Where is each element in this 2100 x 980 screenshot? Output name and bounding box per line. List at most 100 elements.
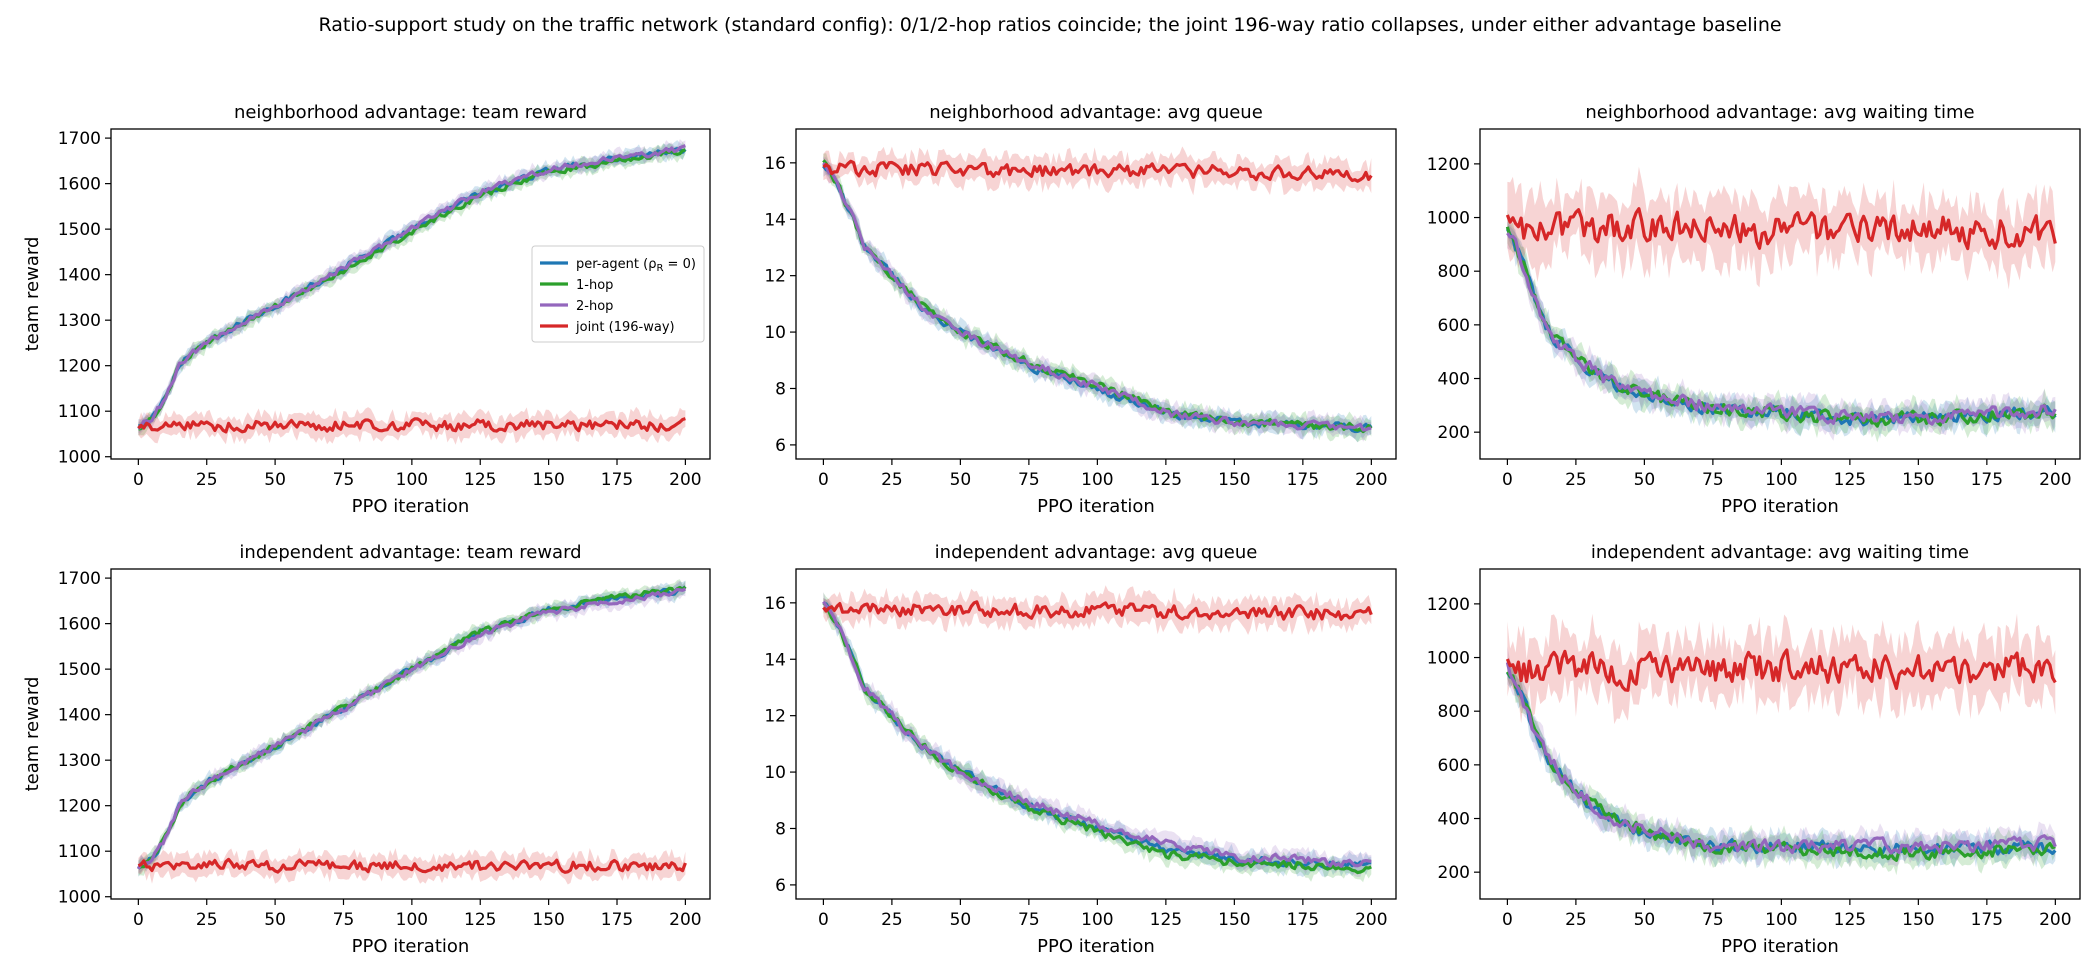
x-tick-label: 50: [1634, 470, 1656, 490]
axes-frame: [110, 568, 711, 900]
y-tick-label: 1000: [1427, 209, 1470, 229]
plot-area: [822, 585, 1373, 883]
x-tick-label: 150: [532, 470, 564, 490]
x-tick-label: 150: [1218, 910, 1250, 930]
y-tick-label: 1700: [58, 569, 101, 589]
subplot-title: neighborhood advantage: avg queue: [929, 102, 1263, 123]
y-tick-label: 1200: [58, 797, 101, 817]
subplot-1: 0 25 50 75 100 125 150 175 200 1000 1100 1200 1300 14…: [22, 102, 711, 517]
x-tick-label: 100: [1081, 910, 1113, 930]
y-tick-label: 1200: [1427, 595, 1470, 615]
bands: [138, 139, 686, 445]
lines: [822, 600, 1373, 875]
x-tick-label: 125: [1834, 910, 1866, 930]
y-tick-label: 1300: [58, 311, 101, 331]
x-tick-label: 175: [1287, 470, 1319, 490]
y-tick-label: 200: [1438, 863, 1470, 883]
band-joint: [823, 585, 1372, 635]
axes-frame: [1479, 568, 2081, 900]
legend-label-two_hop: 2-hop: [576, 299, 613, 314]
subplot-3: 0 25 50 75 100 125 150 175 200 200 400 600 800 1000 12…: [1427, 102, 2081, 517]
y-tick-label: 6: [775, 436, 786, 456]
x-tick-label: 50: [1634, 910, 1656, 930]
y-tick-label: 1200: [58, 357, 101, 377]
x-tick-label: 150: [1902, 910, 1934, 930]
x-tick-label: 125: [1150, 470, 1182, 490]
series-line-joint: [1505, 207, 2057, 251]
x-tick-label: 25: [196, 470, 218, 490]
y-tick-label: 1600: [58, 615, 101, 635]
x-tick-label: 150: [532, 910, 564, 930]
band-two_hop: [138, 580, 686, 873]
series-line-joint: [137, 417, 686, 434]
y-tick-label: 12: [764, 707, 786, 727]
x-tick-label: 0: [133, 910, 144, 930]
y-tick-label: 1000: [58, 448, 101, 468]
band-joint: [138, 846, 686, 885]
y-axis-label: team reward: [22, 237, 43, 352]
x-axis-label: PPO iteration: [1721, 936, 1839, 957]
series-line-two_hop: [137, 144, 686, 430]
x-tick-label: 200: [669, 910, 701, 930]
lines: [822, 159, 1373, 434]
x-tick-label: 100: [1081, 470, 1113, 490]
axes-frame: [795, 568, 1397, 900]
y-tick-label: 14: [764, 210, 786, 230]
series-line-joint: [822, 159, 1373, 183]
y-tick-label: 1100: [58, 402, 101, 422]
series-line-two_hop: [1505, 662, 2057, 855]
lines: [136, 585, 687, 874]
series-line-one_hop: [1506, 670, 2056, 862]
y-tick-label: 10: [764, 323, 786, 343]
y-tick-label: 14: [764, 650, 786, 670]
legend-label-one_hop: 1-hop: [576, 278, 613, 293]
x-tick-label: 25: [196, 910, 218, 930]
lines: [1505, 207, 2057, 428]
subplot-6: 0 25 50 75 100 125 150 175 200 200 400 600 800 1000 12…: [1427, 542, 2081, 957]
x-tick-label: 100: [396, 470, 428, 490]
series-line-per_agent: [1506, 671, 2057, 857]
x-tick-label: 75: [1018, 910, 1040, 930]
x-axis-label: PPO iteration: [352, 936, 470, 957]
axes-frame: [110, 128, 711, 460]
x-tick-label: 200: [2039, 470, 2071, 490]
x-tick-label: 0: [1502, 910, 1513, 930]
y-tick-label: 1700: [58, 129, 101, 149]
series-line-two_hop: [822, 162, 1372, 432]
subplot-title: neighborhood advantage: avg waiting time: [1585, 102, 1974, 123]
plot-area: [1505, 613, 2057, 876]
x-tick-label: 175: [1971, 910, 2003, 930]
subplot-title: neighborhood advantage: team reward: [234, 102, 587, 123]
y-tick-label: 16: [764, 594, 786, 614]
y-tick-label: 400: [1438, 370, 1470, 390]
x-tick-label: 75: [333, 910, 355, 930]
subplot-title: independent advantage: avg waiting time: [1591, 542, 1969, 563]
x-tick-label: 50: [264, 470, 286, 490]
legend-label-joint: joint (196-way): [575, 320, 675, 335]
x-tick-label: 100: [1765, 910, 1797, 930]
series-line-joint: [822, 600, 1373, 621]
bands: [138, 579, 686, 885]
x-tick-label: 75: [1702, 470, 1724, 490]
subplot-title: independent advantage: team reward: [239, 542, 581, 563]
y-tick-label: 1600: [58, 175, 101, 195]
subplot-4: 0 25 50 75 100 125 150 175 200 1000 1100 1200 1300 14…: [22, 542, 711, 957]
band-per_agent: [1507, 221, 2056, 439]
x-tick-label: 125: [1150, 910, 1182, 930]
x-tick-label: 175: [601, 470, 633, 490]
series-line-two_hop: [136, 587, 687, 870]
y-tick-label: 16: [764, 154, 786, 174]
plot-area: [822, 146, 1373, 443]
x-tick-label: 50: [264, 910, 286, 930]
x-axis-label: PPO iteration: [352, 496, 470, 517]
axes-frame: [795, 128, 1397, 460]
y-tick-label: 1400: [58, 706, 101, 726]
subplot-5: 0 25 50 75 100 125 150 175 200 6 8 10 12 14 16 independ…: [764, 542, 1397, 957]
y-tick-label: 800: [1438, 702, 1470, 722]
y-tick-label: 600: [1438, 316, 1470, 336]
x-tick-label: 50: [950, 470, 972, 490]
x-tick-label: 125: [464, 910, 496, 930]
y-tick-label: 8: [775, 379, 786, 399]
x-axis-label: PPO iteration: [1037, 496, 1155, 517]
x-tick-label: 0: [133, 470, 144, 490]
